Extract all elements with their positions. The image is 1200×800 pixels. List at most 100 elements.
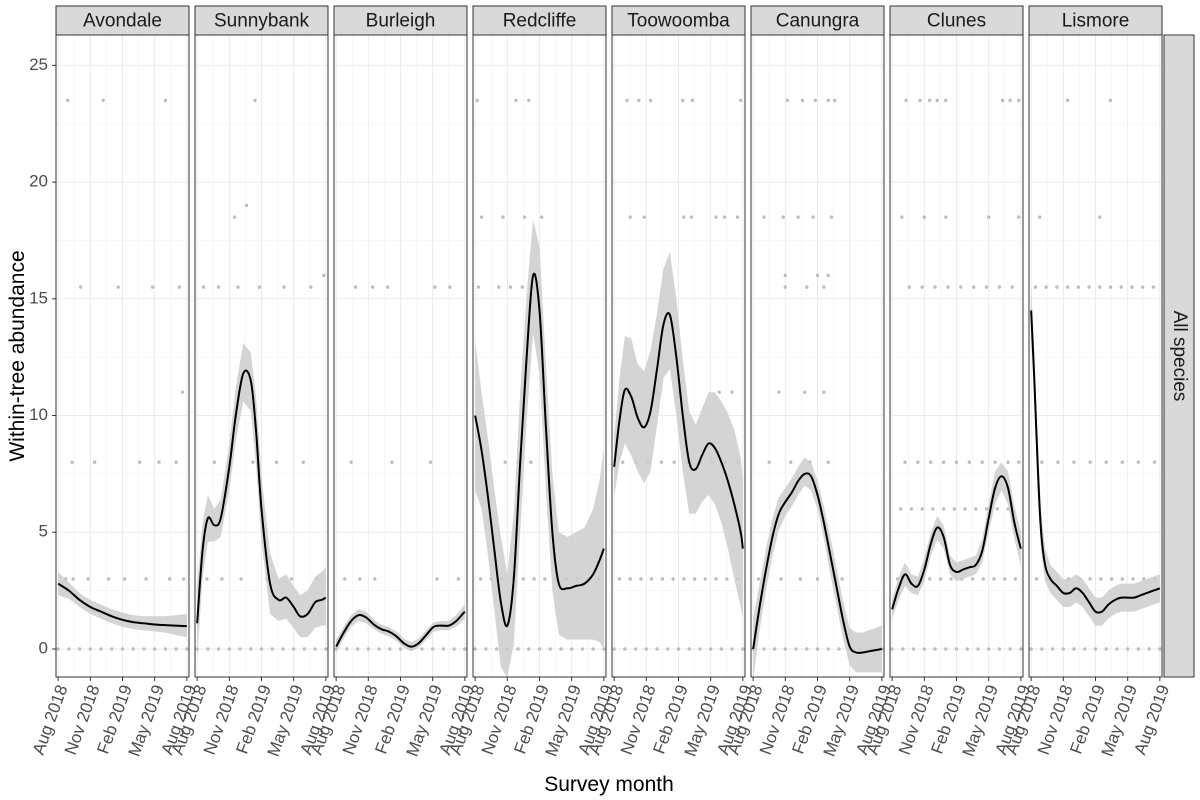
data-point (980, 460, 984, 464)
data-point (1055, 285, 1059, 289)
data-point (907, 285, 912, 289)
confidence-ribbon (1031, 284, 1160, 626)
data-point (995, 507, 999, 511)
data-point (933, 285, 937, 289)
data-point (1029, 647, 1033, 651)
data-point (152, 647, 157, 651)
data-point (441, 647, 446, 651)
data-point (779, 577, 783, 581)
data-point (66, 98, 70, 103)
data-point (1040, 647, 1044, 651)
data-point (92, 460, 97, 464)
data-point (206, 647, 210, 651)
data-point (682, 215, 686, 219)
data-point (1088, 460, 1092, 464)
data-point (313, 647, 317, 651)
data-point (612, 647, 616, 651)
data-point (813, 98, 818, 103)
data-point (1038, 215, 1042, 219)
smooth-trend-line (335, 610, 466, 648)
data-point (944, 98, 948, 103)
data-point (1061, 647, 1066, 651)
data-point (1098, 285, 1102, 289)
data-point (644, 647, 649, 651)
data-point (1108, 98, 1113, 103)
data-point (1158, 647, 1162, 651)
data-point (997, 647, 1002, 651)
data-point (1034, 577, 1039, 581)
data-point (1108, 285, 1113, 289)
data-point (78, 285, 83, 289)
panel-points (56, 98, 189, 651)
data-point (901, 647, 905, 651)
data-point (783, 273, 788, 278)
data-point (1151, 285, 1156, 289)
data-point (236, 285, 240, 289)
data-point (965, 647, 969, 651)
data-point (435, 577, 439, 581)
data-point (1076, 285, 1081, 289)
data-point (1104, 460, 1108, 464)
data-point (1104, 647, 1108, 651)
data-point (185, 647, 189, 651)
data-point (205, 577, 209, 581)
data-point (698, 647, 702, 651)
data-point (772, 647, 777, 651)
data-point (1040, 460, 1044, 464)
data-point (802, 390, 807, 394)
data-point (954, 460, 959, 464)
data-point (398, 647, 403, 651)
data-point (291, 647, 296, 651)
panel-strip-background (472, 5, 607, 36)
data-point (366, 647, 371, 651)
panel-gridlines (334, 35, 467, 677)
data-point (916, 460, 920, 464)
data-point (475, 98, 479, 103)
data-point (122, 577, 127, 581)
data-point (899, 507, 903, 511)
panel-points (1029, 98, 1162, 651)
data-point (659, 460, 664, 464)
data-point (56, 647, 60, 651)
smooth-trend-line (474, 272, 605, 628)
data-point (358, 577, 362, 581)
data-point (941, 507, 946, 511)
data-point (967, 460, 972, 464)
data-point (373, 577, 377, 581)
y-tick-label: 0 (39, 638, 48, 657)
data-point (1044, 285, 1048, 289)
data-point (805, 647, 809, 651)
data-point (543, 577, 547, 581)
data-point (174, 460, 178, 464)
data-point (822, 285, 826, 289)
data-point (832, 98, 837, 103)
data-point (270, 647, 274, 651)
data-point (501, 215, 505, 219)
data-point (1008, 647, 1012, 651)
data-point (216, 647, 221, 651)
data-point (497, 285, 501, 289)
data-point (1130, 285, 1134, 289)
data-point (249, 647, 253, 651)
y-axis-title: Within-tree abundance (6, 250, 29, 461)
data-point (648, 98, 653, 103)
data-point (201, 285, 206, 289)
data-point (725, 577, 729, 581)
data-point (1120, 577, 1125, 581)
data-point (703, 577, 708, 581)
data-point (1013, 577, 1018, 581)
data-point (195, 647, 199, 651)
data-point (794, 647, 798, 651)
row-strip-background (1163, 34, 1195, 678)
data-point (959, 285, 963, 289)
data-point (106, 577, 111, 581)
data-point (986, 215, 991, 219)
smooth-trend-line (752, 472, 883, 654)
data-point (714, 577, 718, 581)
data-point (949, 577, 953, 581)
data-point (984, 507, 989, 511)
data-point (639, 577, 643, 581)
data-point (676, 647, 681, 651)
